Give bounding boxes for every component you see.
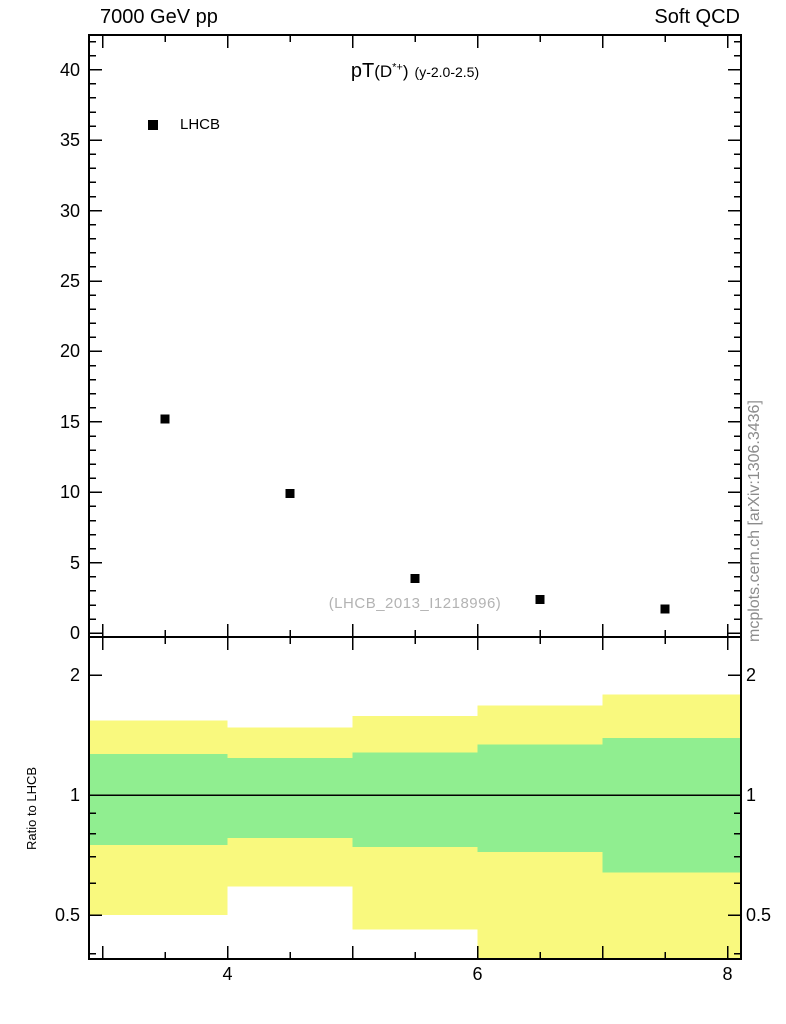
legend: LHCB [148,116,220,133]
plot-title-selection: (y-2.0-2.5) [414,64,480,80]
uncertainty-band-inner [227,757,353,839]
ratio-y-tick-label-left: 0.5 [54,905,80,926]
data-point-marker [285,489,295,499]
header-process-group: Soft QCD [654,6,740,28]
uncertainty-band-inner [352,752,478,848]
legend-marker-square-icon [148,119,158,130]
data-point-marker [160,414,170,424]
main-plot-canvas [90,36,740,636]
main-y-tick-label: 30 [59,200,80,221]
uncertainty-band-inner [602,738,740,873]
ratio-y-tick-label-right: 1 [746,785,757,806]
x-tick-label: 4 [222,964,233,984]
ratio-y-tick-label-right: 2 [746,665,757,686]
ratio-y-tick-label-right: 0.5 [746,905,772,926]
analysis-watermark: (LHCB_2013_I1218996) [328,595,502,612]
main-y-tick-label: 40 [59,59,80,80]
uncertainty-band-inner [90,753,228,845]
header-beam-info: 7000 GeV pp [100,6,218,28]
plot-title: pT(D*+) (y-2.0-2.5) [90,60,740,83]
plot-title-particle-open: (D [374,62,393,81]
data-point-marker [535,594,545,604]
plot-title-particle-close: ) [402,62,409,81]
ratio-plot-canvas [90,638,740,958]
x-tick-label: 6 [472,964,483,984]
main-y-tick-label: 25 [59,271,80,292]
x-tick-label: 8 [722,964,733,984]
uncertainty-band-inner [477,744,603,852]
main-y-tick-label: 0 [69,623,80,644]
main-y-tick-label: 35 [59,130,80,151]
main-y-tick-label: 15 [59,411,80,432]
ratio-y-tick-label-left: 1 [69,785,80,806]
data-point-marker [410,573,420,583]
ratio-y-tick-label-left: 2 [69,665,80,686]
legend-label: LHCB [180,116,221,133]
main-y-tick-label: 10 [59,482,80,503]
main-plot-panel: pT(D*+) (y-2.0-2.5) LHCB (LHCB_2013_I1218… [88,34,742,638]
mcplots-attribution: mcplots.cern.ch [arXiv:1306.3436] [746,400,763,642]
plot-title-particle-superscript: *+ [392,61,403,74]
plot-title-observable: pT [350,60,375,82]
main-y-tick-label: 20 [59,341,80,362]
main-y-tick-label: 5 [69,552,80,573]
ratio-panel [88,636,742,960]
data-point-marker [660,604,670,614]
